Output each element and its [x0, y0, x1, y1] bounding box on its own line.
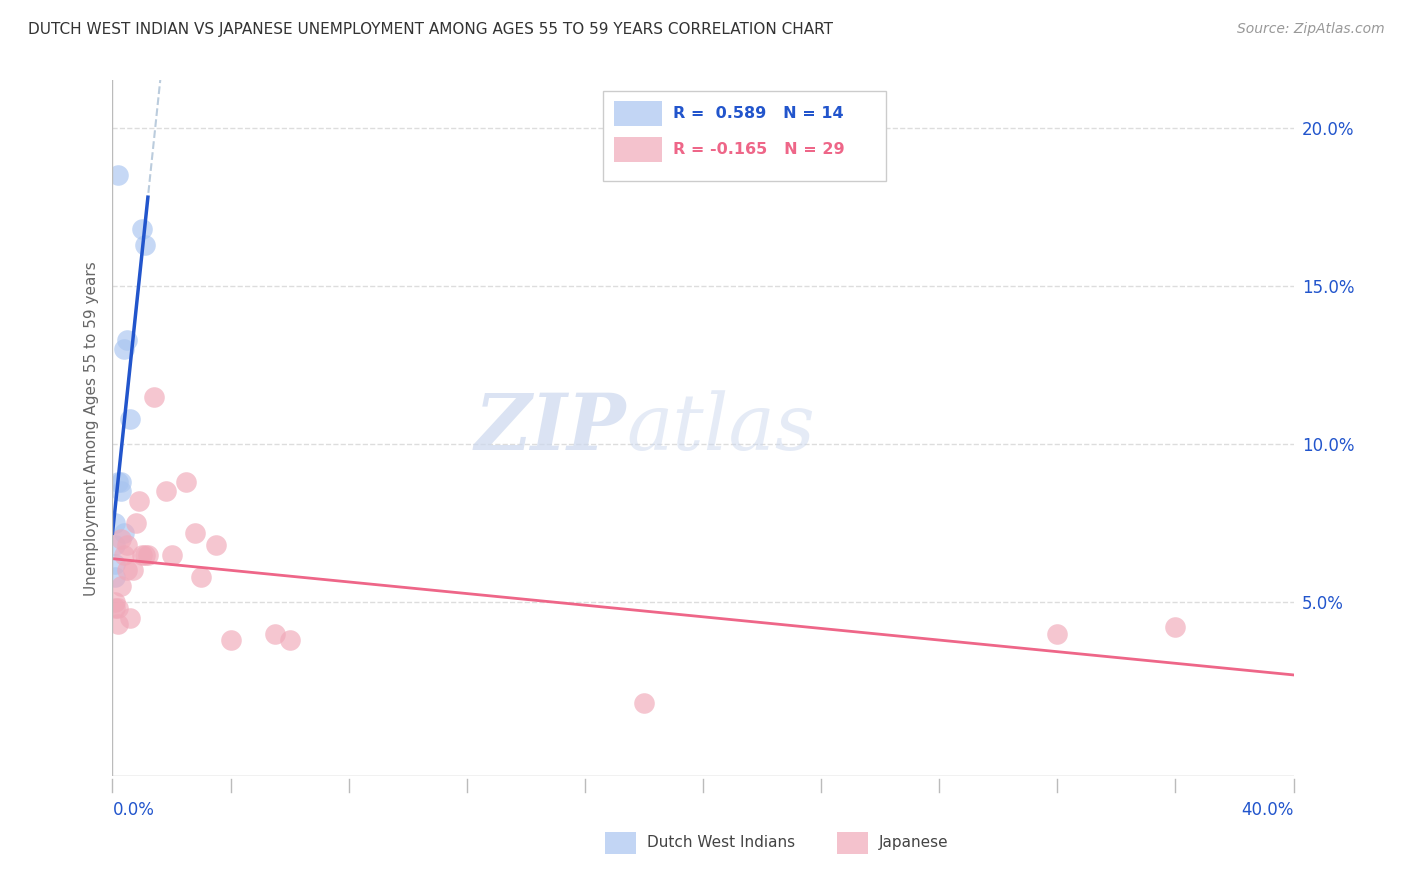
Point: [104, 595, 127, 609]
Point: [112, 525, 135, 540]
Point: [104, 557, 127, 571]
Point: [104, 570, 127, 584]
Point: [117, 538, 138, 552]
Point: [184, 525, 207, 540]
Text: 40.0%: 40.0%: [1241, 801, 1294, 820]
Point: [174, 475, 197, 489]
Point: [120, 611, 142, 625]
Point: [264, 626, 287, 640]
Point: [117, 333, 138, 347]
Point: [117, 564, 138, 578]
Point: [136, 548, 159, 562]
Point: [122, 564, 145, 578]
Point: [633, 696, 655, 710]
Point: [190, 570, 212, 584]
Text: atlas: atlas: [626, 390, 815, 467]
Point: [142, 390, 165, 404]
Point: [112, 548, 135, 562]
Bar: [614, 101, 662, 126]
Bar: [603, 91, 886, 181]
Point: [134, 237, 156, 252]
Point: [104, 601, 127, 615]
Point: [131, 222, 153, 236]
Bar: [614, 137, 662, 162]
Point: [160, 548, 183, 562]
Point: [1046, 626, 1069, 640]
Point: [110, 532, 132, 546]
Point: [131, 548, 153, 562]
Point: [155, 484, 177, 499]
Point: [125, 516, 148, 530]
Y-axis label: Unemployment Among Ages 55 to 59 years: Unemployment Among Ages 55 to 59 years: [83, 260, 98, 596]
Point: [278, 633, 301, 648]
Text: R = -0.165   N = 29: R = -0.165 N = 29: [673, 143, 845, 157]
Text: 0.0%: 0.0%: [112, 801, 155, 820]
Point: [104, 516, 127, 530]
Point: [205, 538, 228, 552]
Point: [104, 538, 127, 552]
Point: [120, 411, 142, 425]
Point: [110, 484, 132, 499]
Text: Source: ZipAtlas.com: Source: ZipAtlas.com: [1237, 22, 1385, 37]
Point: [112, 342, 135, 356]
Point: [219, 633, 242, 648]
Text: Dutch West Indians: Dutch West Indians: [647, 836, 794, 850]
Point: [134, 548, 156, 562]
Point: [107, 475, 129, 489]
Point: [107, 617, 129, 632]
Point: [1164, 620, 1187, 634]
Text: ZIP: ZIP: [475, 390, 626, 467]
Point: [110, 579, 132, 593]
Text: Japanese: Japanese: [879, 836, 949, 850]
Text: R =  0.589   N = 14: R = 0.589 N = 14: [673, 106, 844, 121]
Point: [107, 168, 129, 182]
Point: [128, 494, 150, 508]
Point: [110, 475, 132, 489]
Text: DUTCH WEST INDIAN VS JAPANESE UNEMPLOYMENT AMONG AGES 55 TO 59 YEARS CORRELATION: DUTCH WEST INDIAN VS JAPANESE UNEMPLOYME…: [28, 22, 834, 37]
Point: [107, 601, 129, 615]
